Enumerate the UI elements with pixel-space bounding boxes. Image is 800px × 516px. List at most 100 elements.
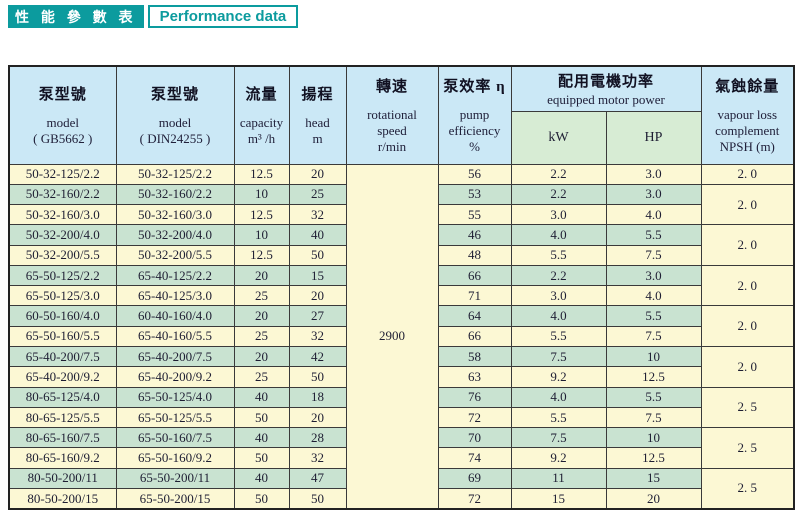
hp-cell: 3.0 <box>605 183 702 206</box>
hp-cell: 12.5 <box>605 447 702 469</box>
model-din-cell: 65-50-125/4.0 <box>115 386 235 408</box>
model-gb-cell: 80-50-200/15 <box>8 488 117 510</box>
capacity-cell: 12.5 <box>233 204 290 226</box>
npsh-cell: 2. 0 <box>700 163 795 185</box>
hp-cell: 5.5 <box>605 224 702 246</box>
kw-cell: 4.0 <box>510 305 607 327</box>
efficiency-cell: 66 <box>437 325 512 348</box>
model-gb-cell: 80-65-160/9.2 <box>8 447 117 469</box>
table-header: 泵型號 model ( GB5662 ) 泵型號 model ( DIN2425… <box>8 65 795 165</box>
table-row: 65-40-200/9.2 65-40-200/9.2 25 50 63 9.2 12.5 <box>8 366 794 388</box>
npsh-cell: 2. 5 <box>700 427 795 469</box>
model-gb-cell: 50-32-160/2.2 <box>8 183 117 206</box>
model-din-cell: 50-32-200/5.5 <box>115 244 235 266</box>
capacity-cell: 20 <box>233 305 290 327</box>
kw-cell: 9.2 <box>510 366 607 388</box>
head-cell: 42 <box>288 346 347 368</box>
npsh-cell: 2. 0 <box>700 305 795 348</box>
kw-cell: 4.0 <box>510 386 607 408</box>
efficiency-cell: 74 <box>437 447 512 469</box>
npsh-cell: 2. 0 <box>700 264 795 307</box>
kw-cell: 3.0 <box>510 285 607 307</box>
table-row: 50-32-125/2.2 50-32-125/2.2 12.5 20 2900 56 2.… <box>8 163 795 510</box>
efficiency-cell: 64 <box>437 305 512 327</box>
page-title: 性 能 參 數 表 Performance data <box>8 5 299 28</box>
model-din-cell: 60-40-160/4.0 <box>115 305 235 327</box>
capacity-cell: 50 <box>233 447 290 469</box>
model-din-cell: 65-40-200/9.2 <box>115 366 235 388</box>
head-cell: 20 <box>288 406 347 429</box>
kw-cell: 2.2 <box>510 163 607 185</box>
model-din-cell: 50-32-200/4.0 <box>115 224 235 246</box>
table-row: 60-50-160/4.0 60-40-160/4.0 20 27 64 4.0 5.5 2.… <box>8 305 795 348</box>
hp-cell: 7.5 <box>605 244 702 266</box>
header-model-gb-zh: 泵型號 <box>38 87 87 103</box>
capacity-cell: 10 <box>233 183 290 206</box>
header-motor-power: 配用電機功率 equipped motor power <box>510 65 702 112</box>
kw-cell: 7.5 <box>510 346 607 368</box>
page-title-en: Performance data <box>147 5 299 28</box>
efficiency-cell: 58 <box>437 346 512 368</box>
model-din-cell: 65-40-125/2.2 <box>115 264 235 287</box>
capacity-cell: 25 <box>233 325 290 348</box>
npsh-cell: 2. 5 <box>700 467 795 510</box>
capacity-cell: 20 <box>233 264 290 287</box>
efficiency-cell: 72 <box>437 488 512 510</box>
head-cell: 47 <box>288 467 347 490</box>
hp-cell: 10 <box>605 346 702 368</box>
head-cell: 18 <box>288 386 347 408</box>
hp-cell: 20 <box>605 488 702 510</box>
model-din-cell: 65-50-200/11 <box>115 467 235 490</box>
model-din-cell: 65-50-160/7.5 <box>115 427 235 449</box>
head-cell: 32 <box>288 325 347 348</box>
model-gb-cell: 65-50-125/2.2 <box>8 264 117 287</box>
npsh-cell: 2. 0 <box>700 224 795 266</box>
page-title-zh: 性 能 參 數 表 <box>8 5 144 28</box>
capacity-cell: 12.5 <box>233 163 290 185</box>
head-cell: 20 <box>288 163 347 185</box>
efficiency-cell: 63 <box>437 366 512 388</box>
model-din-cell: 65-50-125/5.5 <box>115 406 235 429</box>
efficiency-cell: 76 <box>437 386 512 408</box>
kw-cell: 7.5 <box>510 427 607 449</box>
capacity-cell: 25 <box>233 285 290 307</box>
kw-cell: 4.0 <box>510 224 607 246</box>
efficiency-cell: 53 <box>437 183 512 206</box>
performance-table: 泵型號 model ( GB5662 ) 泵型號 model ( DIN2425… <box>8 65 796 510</box>
table-body: 50-32-125/2.2 50-32-125/2.2 12.5 20 2900 56 2.… <box>8 163 795 510</box>
efficiency-cell: 66 <box>437 264 512 287</box>
efficiency-cell: 48 <box>437 244 512 266</box>
head-cell: 32 <box>288 204 347 226</box>
hp-cell: 10 <box>605 427 702 449</box>
hp-cell: 4.0 <box>605 204 702 226</box>
header-head-zh: 揚程 <box>301 87 334 103</box>
table-row: 80-65-125/4.0 65-50-125/4.0 40 18 76 4.0 5.5 2.… <box>8 386 795 429</box>
model-gb-cell: 65-40-200/9.2 <box>8 366 117 388</box>
model-din-cell: 50-32-160/2.2 <box>115 183 235 206</box>
capacity-cell: 25 <box>233 366 290 388</box>
model-gb-cell: 60-50-160/4.0 <box>8 305 117 327</box>
efficiency-cell: 55 <box>437 204 512 226</box>
table-row: 50-32-200/5.5 50-32-200/5.5 12.5 50 48 5.5 7.5 <box>8 244 794 266</box>
capacity-cell: 40 <box>233 386 290 408</box>
model-din-cell: 65-40-160/5.5 <box>115 325 235 348</box>
header-capacity-zh: 流量 <box>245 87 278 103</box>
table-row: 80-50-200/15 65-50-200/15 50 50 72 15 20 <box>8 488 794 510</box>
capacity-cell: 20 <box>233 346 290 368</box>
model-din-cell: 50-32-125/2.2 <box>115 163 235 185</box>
capacity-cell: 50 <box>233 488 290 510</box>
model-gb-cell: 50-32-160/3.0 <box>8 204 117 226</box>
efficiency-cell: 71 <box>437 285 512 307</box>
kw-cell: 5.5 <box>510 406 607 429</box>
header-kw: kW <box>510 110 607 165</box>
model-gb-cell: 80-65-160/7.5 <box>8 427 117 449</box>
table-row: 80-65-160/9.2 65-50-160/9.2 50 32 74 9.2 12.5 <box>8 447 794 469</box>
head-cell: 40 <box>288 224 347 246</box>
header-model-gb: 泵型號 model ( GB5662 ) <box>8 65 117 165</box>
head-cell: 50 <box>288 488 347 510</box>
hp-cell: 5.5 <box>605 305 702 327</box>
header-model-din-zh: 泵型號 <box>150 87 199 103</box>
table-row: 80-65-160/7.5 65-50-160/7.5 40 28 70 7.5 10 2. … <box>8 427 795 469</box>
model-gb-cell: 50-32-125/2.2 <box>8 163 117 185</box>
model-gb-cell: 65-40-200/7.5 <box>8 346 117 368</box>
